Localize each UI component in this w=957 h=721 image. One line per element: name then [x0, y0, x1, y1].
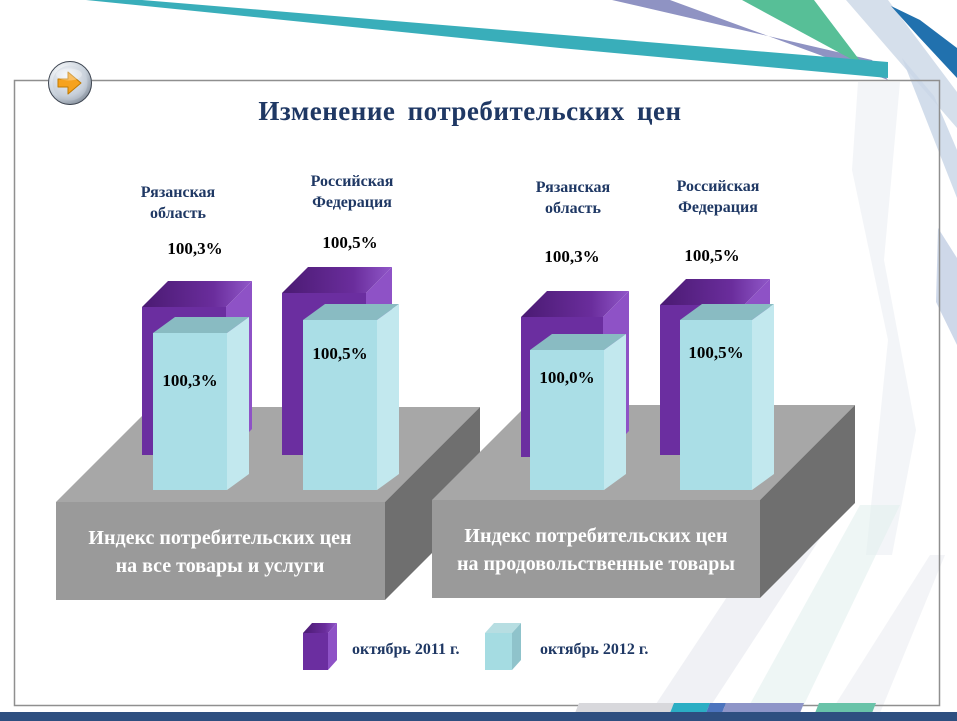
blade-pale-3 [936, 228, 957, 345]
legend-label-2012: октябрь 2012 г. [540, 641, 649, 658]
legend-label-2011: октябрь 2011 г. [352, 641, 460, 658]
chart2-value-2011-ryazan: 100,3% [544, 247, 600, 266]
legend-swatch-2012 [485, 623, 521, 670]
chart2-value-2012-rf: 100,5% [688, 343, 744, 362]
chart2-bar-2012-rf [680, 304, 774, 490]
blade-pale-2 [902, 58, 957, 198]
chart1-bar-2012-ryazan [153, 317, 249, 490]
chart1-value-2011-rf: 100,5% [322, 233, 378, 252]
chart1-title: Индекс потребительских цен на все товары… [88, 527, 352, 577]
blade-darkblue [891, 6, 957, 78]
next-slide-button[interactable] [47, 60, 93, 106]
bottom-decoration [0, 703, 957, 721]
legend-swatch-2011 [303, 623, 337, 670]
chart1-category-ryazan: Рязанская область [140, 184, 216, 222]
chart1-category-rf: Российская Федерация [310, 173, 394, 211]
chart2-category-rf: Российская Федерация [676, 178, 760, 216]
chart2-category-ryazan: Рязанская область [535, 179, 611, 217]
chart2-value-2011-rf: 100,5% [684, 246, 740, 265]
chart2-title: Индекс потребительских цен на продовольс… [457, 525, 735, 575]
stripe-green [742, 0, 864, 66]
chart1-value-2012-rf: 100,5% [312, 344, 368, 363]
chart1-value-2011-ryazan: 100,3% [167, 239, 223, 258]
bottom-navy-bar [0, 712, 957, 721]
faint-background-stripes [650, 82, 945, 713]
chart2-value-2012-ryazan: 100,0% [539, 368, 595, 387]
forward-arrow-icon [48, 61, 92, 105]
slide-frame [13, 79, 941, 707]
top-right-decoration [86, 0, 957, 345]
chart1-bar-2012-rf [303, 304, 399, 490]
chart1-value-2012-ryazan: 100,3% [162, 371, 218, 390]
slide-title: Изменение потребительских цен [258, 96, 682, 126]
chart2-bar-2012-ryazan [530, 334, 626, 490]
stripe-teal [86, 0, 888, 78]
